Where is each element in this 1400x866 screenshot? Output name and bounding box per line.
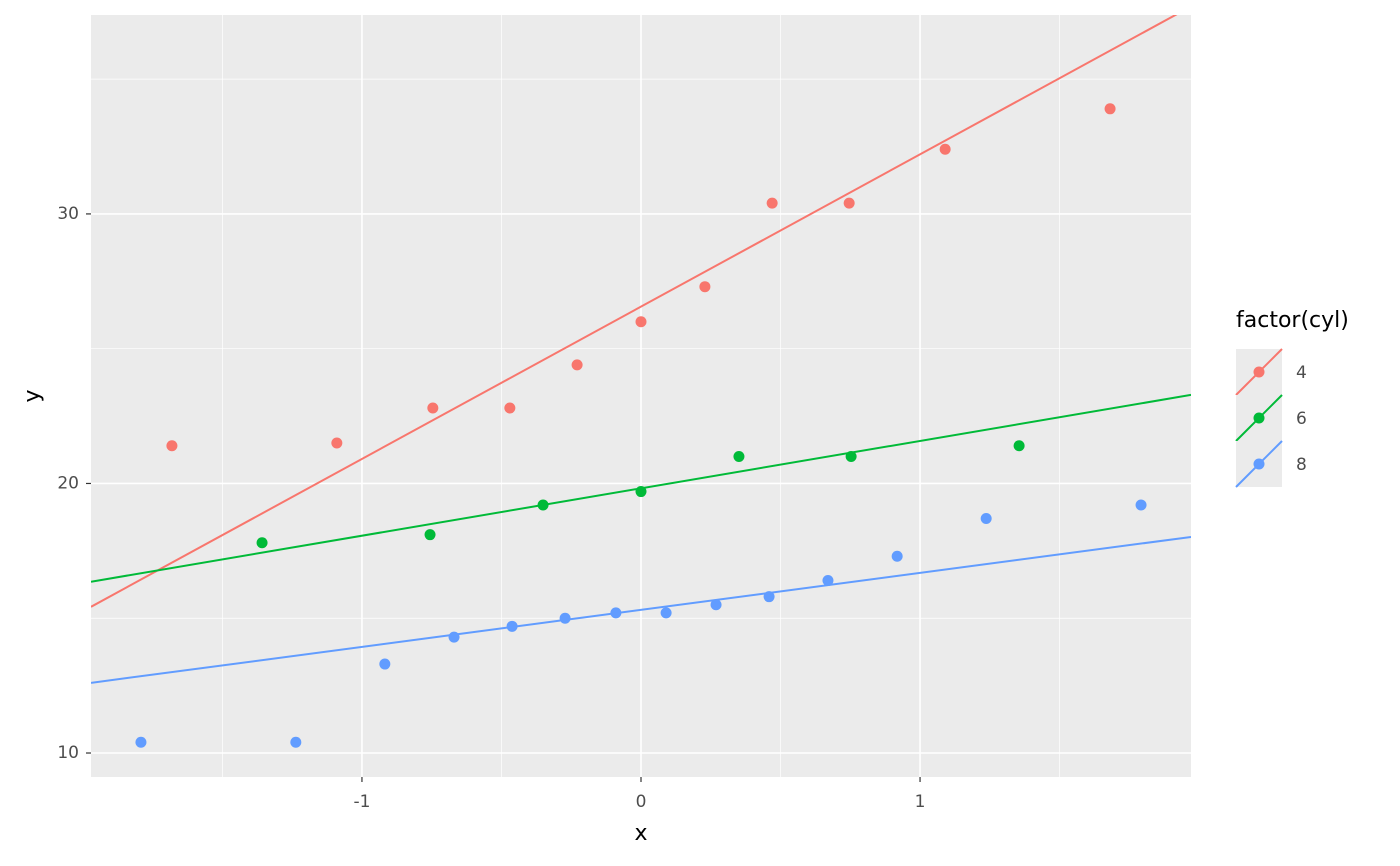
legend-label: 8 [1296, 455, 1307, 475]
legend-label: 4 [1296, 363, 1307, 383]
point [822, 575, 834, 587]
point [379, 658, 391, 670]
plot-area [91, 15, 1191, 748]
point [845, 451, 857, 463]
point [559, 612, 571, 624]
fit-line [91, 15, 1178, 608]
x-axis-label: x [634, 821, 647, 846]
legend-point [1253, 366, 1265, 378]
point [1135, 499, 1147, 511]
point [331, 437, 343, 449]
point [427, 402, 439, 414]
fit-line [91, 535, 1191, 684]
y-axis-label: y [20, 389, 45, 402]
point [766, 197, 778, 209]
point [635, 316, 647, 328]
point [710, 599, 722, 611]
x-tick-label: 1 [915, 792, 926, 812]
point [660, 607, 672, 619]
point [635, 486, 647, 498]
point [699, 281, 711, 293]
point [1104, 103, 1116, 115]
point [610, 607, 622, 619]
point [939, 143, 951, 155]
point [256, 537, 268, 549]
point [763, 591, 775, 603]
y-tick-label: 20 [57, 473, 79, 493]
point [504, 402, 516, 414]
point [891, 550, 903, 562]
x-tick-label: 0 [636, 792, 647, 812]
point [290, 736, 302, 748]
y-tick-label: 30 [57, 204, 79, 224]
legend-point [1253, 412, 1265, 424]
point [733, 451, 745, 463]
x-tick-label: -1 [353, 792, 370, 812]
legend-point [1253, 458, 1265, 470]
y-tick-label: 10 [57, 743, 79, 763]
point [135, 736, 147, 748]
legend-title: factor(cyl) [1236, 308, 1349, 333]
point [448, 631, 460, 643]
point [506, 620, 518, 632]
legend-label: 6 [1296, 409, 1307, 429]
point [537, 499, 549, 511]
point [571, 359, 583, 371]
point [424, 529, 436, 541]
point [166, 440, 178, 452]
point [1013, 440, 1025, 452]
point [843, 197, 855, 209]
point [980, 513, 992, 525]
